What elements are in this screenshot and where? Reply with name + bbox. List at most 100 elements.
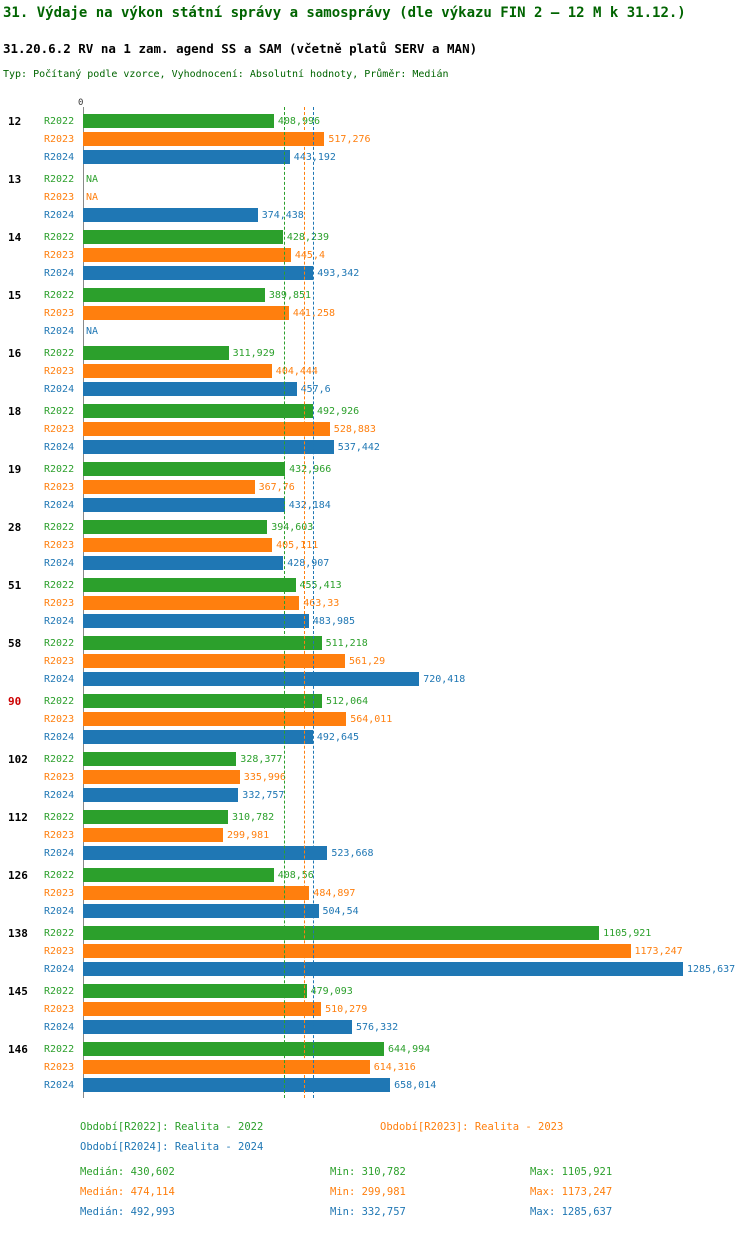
bar-row: R2024 443,192	[0, 148, 750, 166]
bar-group-58: 58 R2022 511,218 R2023 561,29 R2024 720,418	[0, 634, 750, 688]
bar-r2023	[83, 1060, 370, 1074]
bar-row: R2023 441,258	[0, 304, 750, 322]
group-label: 13	[8, 173, 22, 186]
bar-row: R2022 408,996	[0, 112, 750, 130]
series-tick-label: R2024	[44, 790, 75, 801]
value-label: 445,4	[294, 250, 325, 261]
series-tick-label: R2024	[44, 268, 75, 279]
bar-r2022	[83, 346, 229, 360]
bar-r2024	[83, 614, 309, 628]
series-tick-label: R2023	[44, 1062, 75, 1073]
bar-row: R2022 408,56	[0, 866, 750, 884]
group-label: 102	[8, 753, 28, 766]
bar-row: R2024 658,014	[0, 1076, 750, 1094]
bar-group-12: 12 R2022 408,996 R2023 517,276 R2024 443,192	[0, 112, 750, 166]
bar-row: R2024 483,985	[0, 612, 750, 630]
bar-r2023	[83, 712, 347, 726]
bar-row: R2022 492,926	[0, 402, 750, 420]
bar-r2022	[83, 1042, 384, 1056]
bar-group-16: 16 R2022 311,929 R2023 404,444 R2024 457,6	[0, 344, 750, 398]
value-label: 408,56	[277, 870, 314, 881]
stat-max-r2024: Max: 1285,637	[530, 1206, 613, 1218]
series-tick-label: R2022	[44, 464, 75, 475]
value-label: 517,276	[328, 134, 371, 145]
bar-r2024	[83, 730, 313, 744]
value-label: 510,279	[325, 1004, 368, 1015]
bar-row: R2022 428,239	[0, 228, 750, 246]
series-tick-label: R2024	[44, 384, 75, 395]
bar-r2024	[83, 150, 290, 164]
median-line-r2023	[304, 107, 306, 1098]
bar-row: R2024 428,907	[0, 554, 750, 572]
stat-median-r2022: Medián: 430,602	[80, 1166, 175, 1178]
bar-group-90: 90 R2022 512,064 R2023 564,011 R2024 492,645	[0, 692, 750, 746]
group-label: 15	[8, 289, 22, 302]
group-label: 18	[8, 405, 22, 418]
bar-row: R2023 NA	[0, 188, 750, 206]
group-label: 90	[8, 695, 22, 708]
median-line-r2022	[284, 107, 285, 1098]
series-tick-label: R2022	[44, 928, 75, 939]
bar-group-138: 138 R2022 1105,921 R2023 1173,247 R2024 1285,6…	[0, 924, 750, 978]
value-label: NA	[86, 174, 99, 185]
bar-r2022	[83, 810, 228, 824]
bar-row: R2023 564,011	[0, 710, 750, 728]
bar-r2023	[83, 654, 345, 668]
bar-row: R2023 367,76	[0, 478, 750, 496]
value-label: 457,6	[300, 384, 331, 395]
bar-r2022	[83, 230, 283, 244]
bar-r2024	[83, 788, 239, 802]
group-label: 12	[8, 115, 22, 128]
bar-r2023	[83, 364, 272, 378]
value-label: 455,413	[299, 580, 342, 591]
bar-group-13: 13 R2022 NA R2023 NA R2024 374,438	[0, 170, 750, 224]
value-label: 328,377	[240, 754, 283, 765]
series-tick-label: R2022	[44, 522, 75, 533]
series-tick-label: R2023	[44, 888, 75, 899]
legend-r2023: Období[R2023]: Realita - 2023	[380, 1121, 564, 1133]
group-label: 16	[8, 347, 22, 360]
series-tick-label: R2023	[44, 482, 75, 493]
bar-row: R2024 457,6	[0, 380, 750, 398]
value-label: 658,014	[394, 1080, 437, 1091]
bar-row: R2023 463,33	[0, 594, 750, 612]
bar-row: R2023 335,996	[0, 768, 750, 786]
bar-group-102: 102 R2022 328,377 R2023 335,996 R2024 332,757	[0, 750, 750, 804]
bar-row: R2023 614,316	[0, 1058, 750, 1076]
series-tick-label: R2023	[44, 1004, 75, 1015]
chart-subtitle: 31.20.6.2 RV na 1 zam. agend SS a SAM (v…	[3, 41, 478, 56]
series-tick-label: R2023	[44, 250, 75, 261]
series-tick-label: R2022	[44, 116, 75, 127]
series-tick-label: R2023	[44, 540, 75, 551]
value-label: 405,111	[276, 540, 319, 551]
value-label: 561,29	[349, 656, 386, 667]
bar-group-15: 15 R2022 389,851 R2023 441,258 R2024 NA	[0, 286, 750, 340]
bar-r2024	[83, 382, 297, 396]
value-label: 492,645	[316, 732, 360, 743]
value-label: 644,994	[388, 1044, 431, 1055]
bar-r2022	[83, 520, 268, 534]
bar-row: R2022 310,782	[0, 808, 750, 826]
value-label: NA	[86, 192, 99, 203]
series-tick-label: R2022	[44, 348, 75, 359]
series-tick-label: R2023	[44, 598, 75, 609]
series-tick-label: R2022	[44, 986, 75, 997]
legend-r2024: Období[R2024]: Realita - 2024	[80, 1141, 264, 1153]
bar-row: R2023 405,111	[0, 536, 750, 554]
stat-median-r2024: Medián: 492,993	[80, 1206, 175, 1218]
bar-r2022	[83, 694, 322, 708]
report-title: 31. Výdaje na výkon státní správy a samo…	[3, 5, 686, 21]
legend-r2022: Období[R2022]: Realita - 2022	[80, 1121, 264, 1133]
bar-row: R2023 517,276	[0, 130, 750, 148]
bar-row: R2022 644,994	[0, 1040, 750, 1058]
bar-row: R2022 NA	[0, 170, 750, 188]
series-tick-label: R2023	[44, 366, 75, 377]
value-label: 512,064	[326, 696, 369, 707]
bar-r2023	[83, 248, 291, 262]
bar-row: R2022 311,929	[0, 344, 750, 362]
bar-r2023	[83, 770, 240, 784]
value-label: 537,442	[337, 442, 380, 453]
bar-group-51: 51 R2022 455,413 R2023 463,33 R2024 483,985	[0, 576, 750, 630]
series-tick-label: R2022	[44, 174, 75, 185]
value-label: 484,897	[313, 888, 356, 899]
